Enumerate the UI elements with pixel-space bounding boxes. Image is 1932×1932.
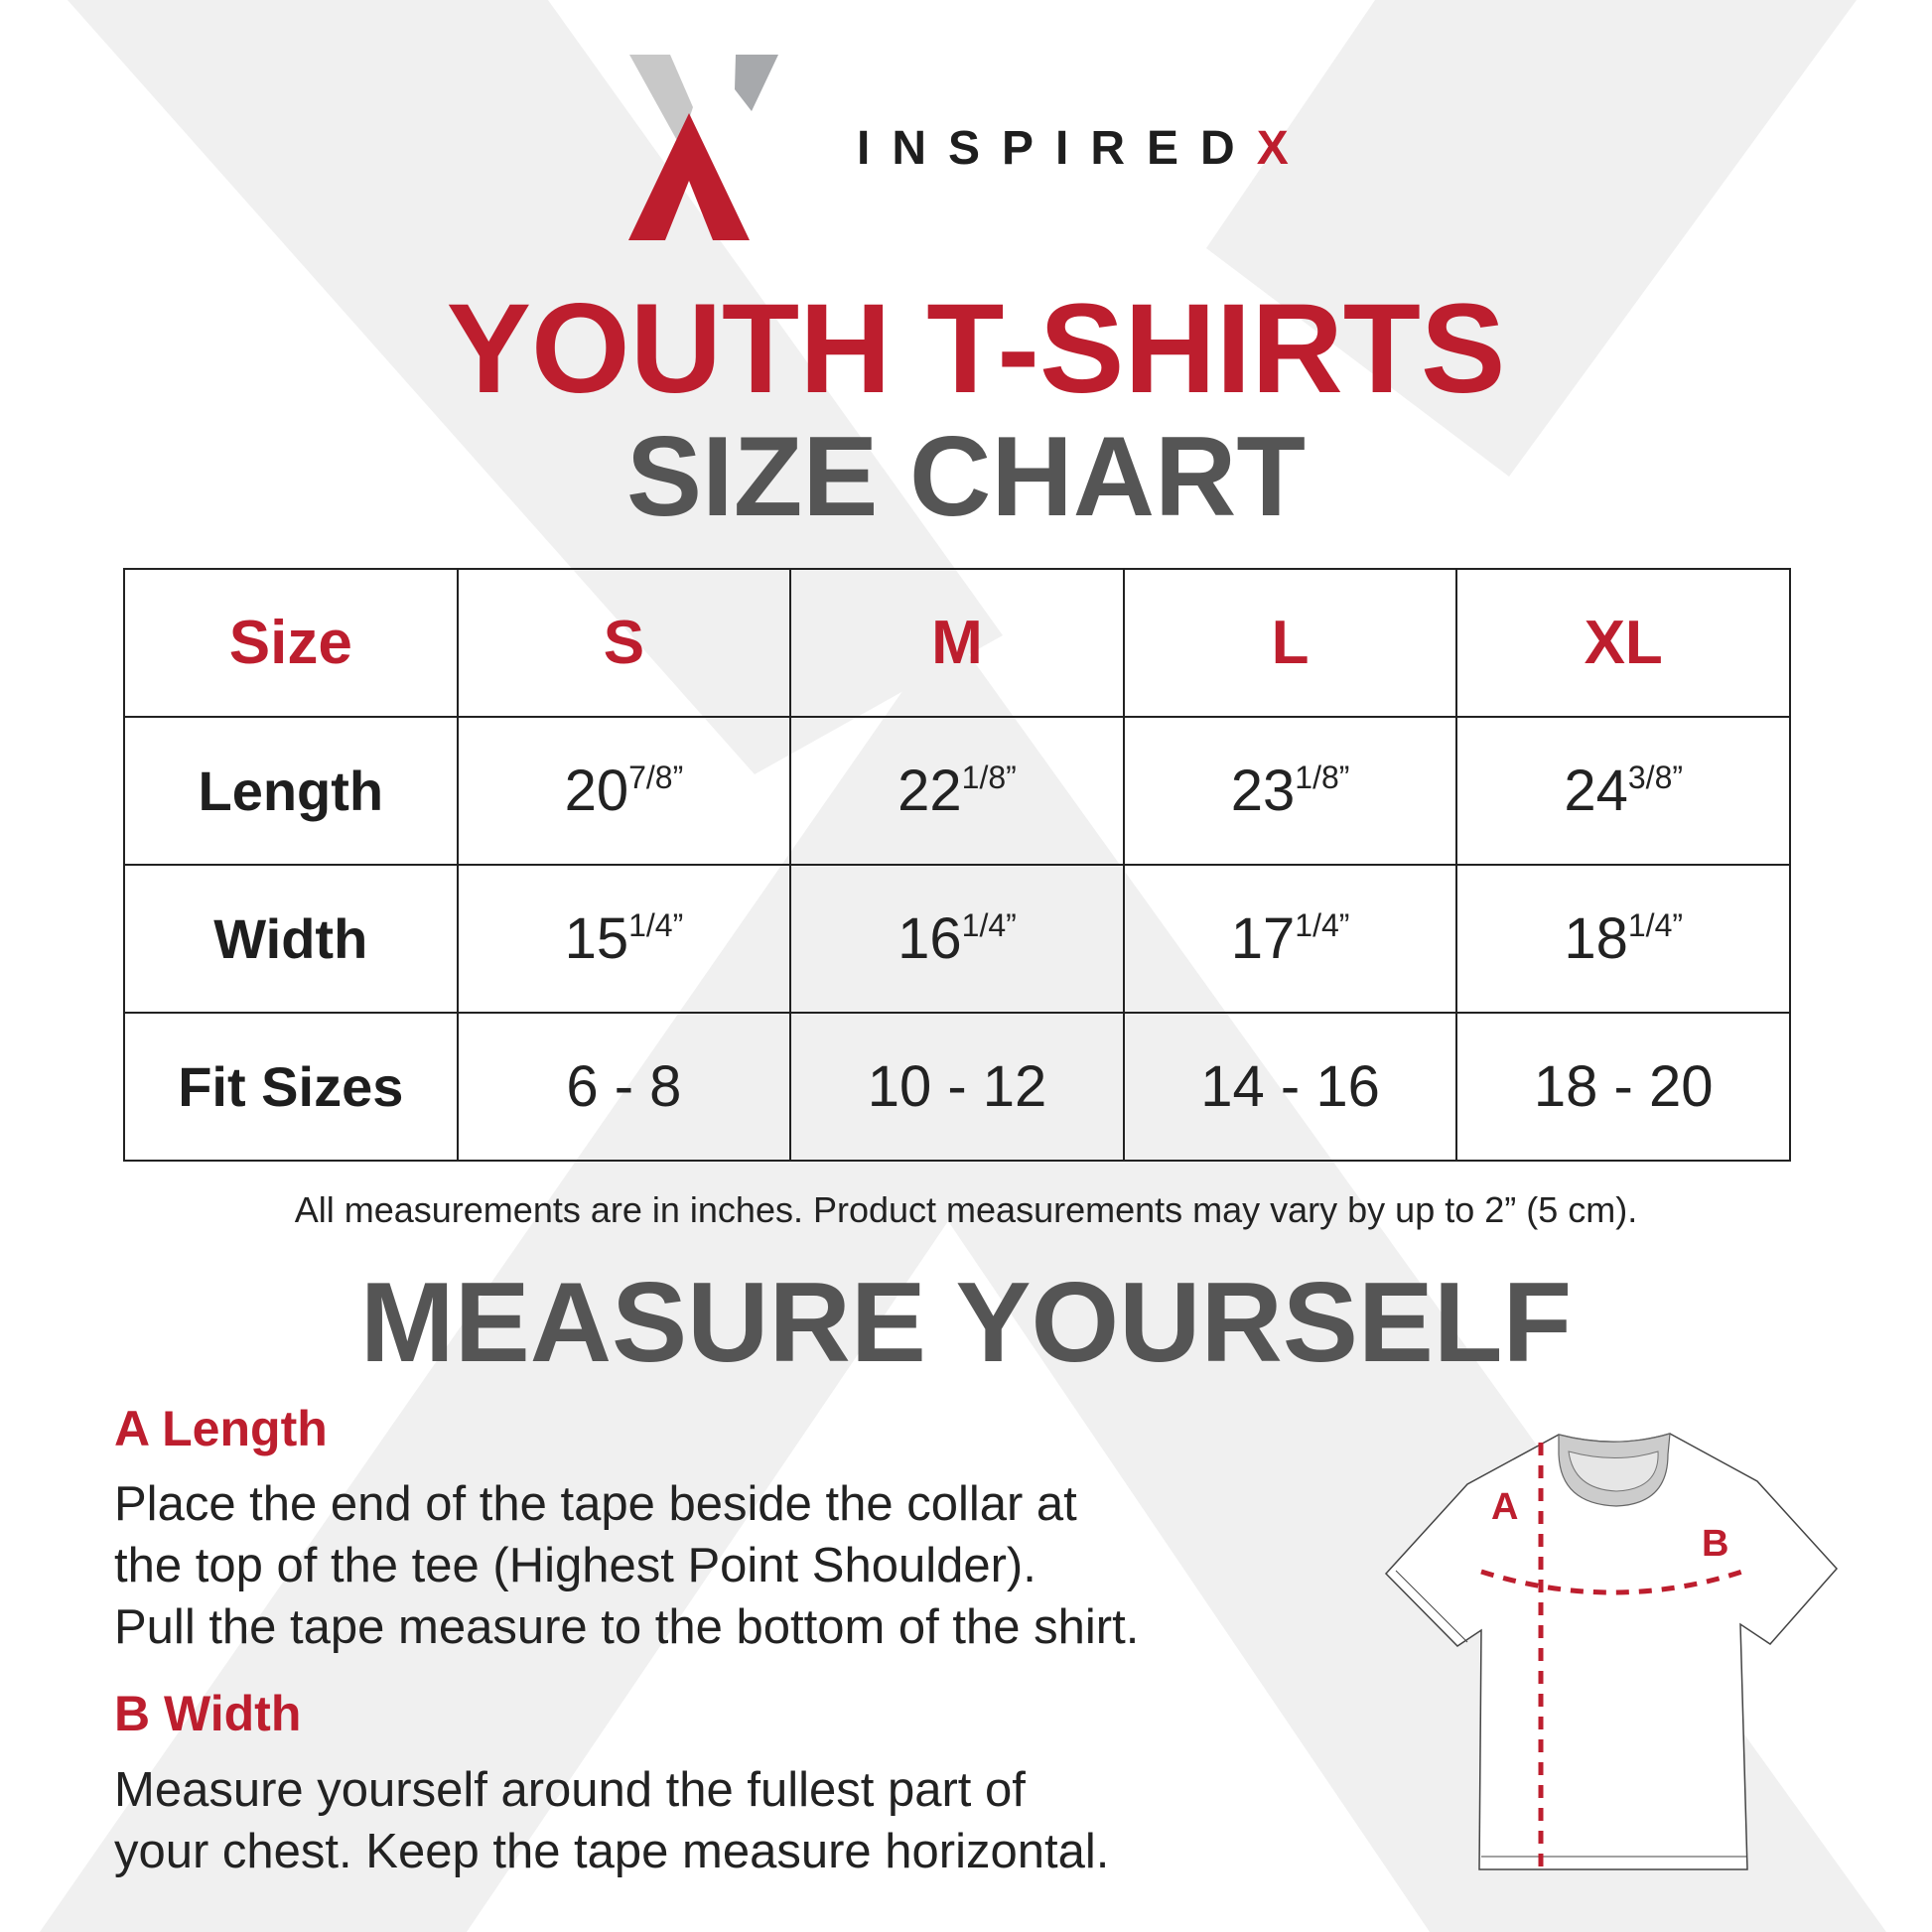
row-label: Width (123, 864, 459, 1014)
header-s: S (456, 568, 792, 718)
header-l: L (1122, 568, 1458, 718)
length-heading: A Length (114, 1401, 328, 1456)
header-size: Size (123, 568, 459, 718)
text-line: the top of the tee (Highest Point Should… (114, 1539, 1036, 1592)
tshirt-measurement-diagram: A B (1384, 1433, 1839, 1871)
table-row-fit-sizes: Fit Sizes 6 - 8 10 - 12 14 - 16 18 - 20 (123, 1012, 1791, 1162)
page-subtitle: SIZE CHART (626, 414, 1306, 540)
row-label: Fit Sizes (123, 1012, 459, 1162)
inspiredx-logo-mark (628, 55, 778, 240)
row-label: Length (123, 716, 459, 866)
table-cell: 14 - 16 (1122, 1012, 1458, 1162)
table-cell: 10 - 12 (789, 1012, 1125, 1162)
brand-accent: X (1256, 122, 1311, 175)
measurement-note: All measurements are in inches. Product … (294, 1189, 1638, 1230)
table-cell: 151/4” (456, 864, 792, 1014)
text-line: Pull the tape measure to the bottom of t… (114, 1600, 1140, 1654)
measure-yourself-title: MEASURE YOURSELF (359, 1260, 1573, 1386)
brand-name: INSPIRED (857, 122, 1257, 175)
table-cell: 6 - 8 (456, 1012, 792, 1162)
table-cell: 243/8” (1455, 716, 1791, 866)
text-line: Measure yourself around the fullest part… (114, 1763, 1026, 1817)
header-m: M (789, 568, 1125, 718)
width-heading: B Width (114, 1686, 302, 1741)
width-instructions: Measure yourself around the fullest part… (114, 1759, 1109, 1882)
diagram-label-b: B (1702, 1523, 1728, 1565)
text-line: Place the end of the tape beside the col… (114, 1477, 1077, 1531)
brand-wordmark: INSPIREDX (857, 121, 1311, 176)
text-line: your chest. Keep the tape measure horizo… (114, 1825, 1110, 1878)
table-cell: 161/4” (789, 864, 1125, 1014)
table-row-length: Length 207/8” 221/8” 231/8” 243/8” (123, 716, 1791, 866)
table-cell: 221/8” (789, 716, 1125, 866)
length-instructions: Place the end of the tape beside the col… (114, 1473, 1139, 1658)
table-cell: 207/8” (456, 716, 792, 866)
table-header-row: Size S M L XL (123, 568, 1791, 718)
header-xl: XL (1455, 568, 1791, 718)
table-cell: 171/4” (1122, 864, 1458, 1014)
diagram-label-a: A (1491, 1486, 1518, 1528)
table-cell: 231/8” (1122, 716, 1458, 866)
table-cell: 18 - 20 (1455, 1012, 1791, 1162)
table-row-width: Width 151/4” 161/4” 171/4” 181/4” (123, 864, 1791, 1014)
table-cell: 181/4” (1455, 864, 1791, 1014)
size-chart-table: Size S M L XL Length 207/8” 221/8” 231/8… (123, 568, 1791, 1162)
page-title: YOUTH T-SHIRTS (446, 278, 1506, 420)
